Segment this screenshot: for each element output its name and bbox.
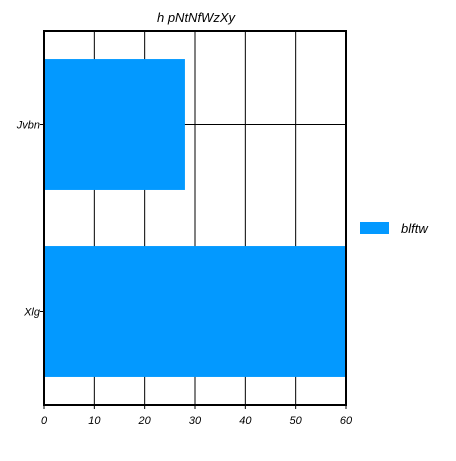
bar-jvbn <box>44 59 185 190</box>
x-tick-label: 60 <box>340 415 353 427</box>
x-axis-ticks: 0 10 20 30 40 50 60 <box>41 405 353 427</box>
y-axis-labels: Jvbn Xlg <box>16 120 44 319</box>
x-tick-label: 40 <box>239 415 252 427</box>
bar-xlg <box>44 246 346 377</box>
y-tick-label: Xlg <box>23 307 41 319</box>
legend-swatch <box>360 222 389 234</box>
legend: blftw <box>360 221 429 236</box>
x-tick-label: 0 <box>41 415 48 427</box>
x-tick-label: 50 <box>290 415 303 427</box>
x-tick-label: 30 <box>189 415 202 427</box>
x-tick-label: 20 <box>138 415 152 427</box>
bars-layer <box>44 59 346 377</box>
y-tick-label: Jvbn <box>16 120 40 132</box>
chart-title: h pNtNfWzXy <box>157 10 237 25</box>
x-tick-label: 10 <box>88 415 101 427</box>
legend-label: blftw <box>401 221 429 236</box>
